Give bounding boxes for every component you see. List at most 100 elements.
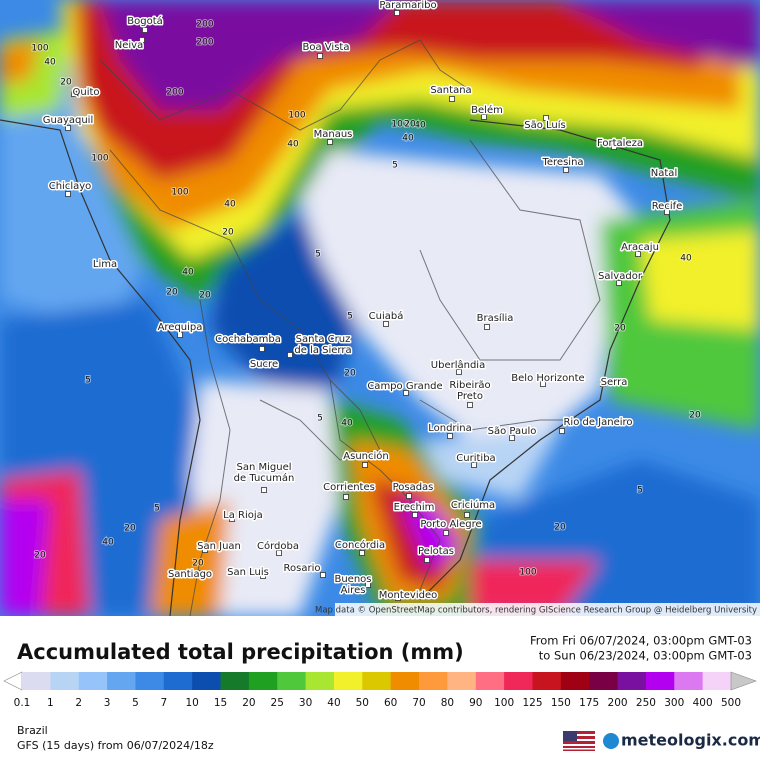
city-label: Rio de Janeiro: [563, 417, 632, 428]
city-marker: [394, 10, 400, 16]
colorbar-segment: [504, 672, 533, 690]
colorbar-label: 300: [664, 697, 684, 709]
city-label: Guayaquil: [43, 115, 94, 126]
contour-label: 40: [287, 140, 299, 150]
city-label: Buenos: [334, 574, 371, 585]
city-label: de la Sierra: [294, 345, 351, 356]
colorbar-label: 40: [327, 697, 340, 709]
colorbar-segment: [447, 672, 477, 690]
city-marker: [471, 462, 477, 468]
colorbar-label: 10: [185, 697, 198, 709]
city-marker: [229, 516, 235, 522]
city-label: Pelotas: [418, 546, 454, 557]
city-marker: [142, 27, 148, 33]
colorbar-label: 0.1: [14, 697, 31, 709]
city-label: Chiclayo: [49, 181, 92, 192]
city-marker: [543, 115, 549, 121]
city-label: Preto: [457, 391, 483, 402]
city-label: Santiago: [168, 569, 212, 580]
colorbar-segment: [475, 672, 505, 690]
city-marker: [287, 352, 293, 358]
city-label: Cuiabá: [369, 310, 404, 322]
city-label: San Luis: [227, 567, 269, 578]
city-label: Uberlândia: [431, 359, 485, 371]
colorbar-segment: [645, 672, 675, 690]
city-marker: [343, 494, 349, 500]
contour-label: 20: [124, 524, 136, 534]
city-marker: [447, 433, 453, 439]
colorbar-segment: [419, 672, 448, 690]
city-marker: [406, 493, 412, 499]
colorbar-segment: [277, 672, 307, 690]
city-label: Rosario: [284, 563, 321, 574]
city-label: Natal: [651, 168, 677, 179]
contour-label: 40: [402, 134, 414, 144]
colorbar-label: 1: [47, 697, 54, 709]
contour-label: 20: [614, 324, 626, 334]
contour-label: 5: [315, 250, 321, 260]
city-marker: [320, 572, 326, 578]
colorbar-label: 5: [132, 697, 139, 709]
city-label: Belém: [471, 104, 503, 116]
colorbar-segment: [22, 672, 51, 690]
contour-label: 200: [196, 38, 213, 48]
city-label: Ribeirão: [449, 380, 490, 391]
contour-label: 40: [224, 200, 236, 210]
city-marker: [412, 512, 418, 518]
city-marker: [249, 361, 255, 367]
city-label: Lima: [93, 259, 117, 270]
city-marker: [650, 171, 656, 177]
colorbar-label: 175: [579, 697, 599, 709]
city-marker: [395, 595, 401, 601]
city-marker: [359, 550, 365, 556]
contour-label: 20: [222, 228, 234, 238]
city-marker: [65, 125, 71, 131]
contour-label: 200: [166, 88, 183, 98]
colorbar-segment: [220, 672, 250, 690]
city-label: San Miguel: [236, 462, 291, 473]
city-marker: [93, 261, 99, 267]
colorbar-segment: [702, 672, 732, 690]
city-marker: [259, 346, 265, 352]
contour-label: 5: [85, 376, 91, 386]
city-label: Porto Alegre: [420, 519, 481, 530]
city-marker: [467, 402, 473, 408]
city-label: Salvador: [598, 271, 643, 282]
city-label: Manaus: [314, 129, 353, 140]
colorbar-arrow-low: [3, 671, 23, 691]
brand: meteologix.com: [621, 731, 760, 750]
city-marker: [509, 435, 515, 441]
contour-label: 20: [554, 523, 566, 533]
contour-label: 20: [199, 291, 211, 301]
city-label: Belo Horizonte: [511, 373, 584, 384]
city-marker: [635, 251, 641, 257]
contour-label: 100: [288, 111, 305, 121]
contour-label: 5: [347, 312, 353, 322]
colorbar-label: 20: [242, 697, 255, 709]
model-run: GFS (15 days) from 06/07/2024/18z: [17, 739, 214, 752]
colorbar-label: 30: [299, 697, 312, 709]
city-label: Campo Grande: [367, 381, 442, 392]
contour-label: 5: [637, 486, 643, 496]
contour-label: 5: [392, 161, 398, 171]
city-marker: [464, 512, 470, 518]
city-label: Concórdia: [335, 539, 385, 551]
city-marker: [199, 570, 205, 576]
attribution: Map data © OpenStreetMap contributors, r…: [315, 606, 757, 616]
city-marker: [540, 381, 546, 387]
colorbar-label: 150: [551, 697, 571, 709]
city-marker: [276, 550, 282, 556]
city-label: San Juan: [197, 541, 241, 552]
contour-label: 100: [519, 568, 536, 578]
city-label: Posadas: [393, 482, 434, 493]
contour-label: 100: [391, 120, 408, 130]
city-marker: [327, 139, 333, 145]
city-label: Sucre: [250, 359, 278, 370]
city-marker: [563, 167, 569, 173]
colorbar-segment: [532, 672, 562, 690]
city-label: La Rioja: [223, 510, 263, 521]
city-marker: [365, 582, 371, 588]
colorbar-label: 80: [441, 697, 454, 709]
city-label: Bogotá: [127, 15, 163, 27]
